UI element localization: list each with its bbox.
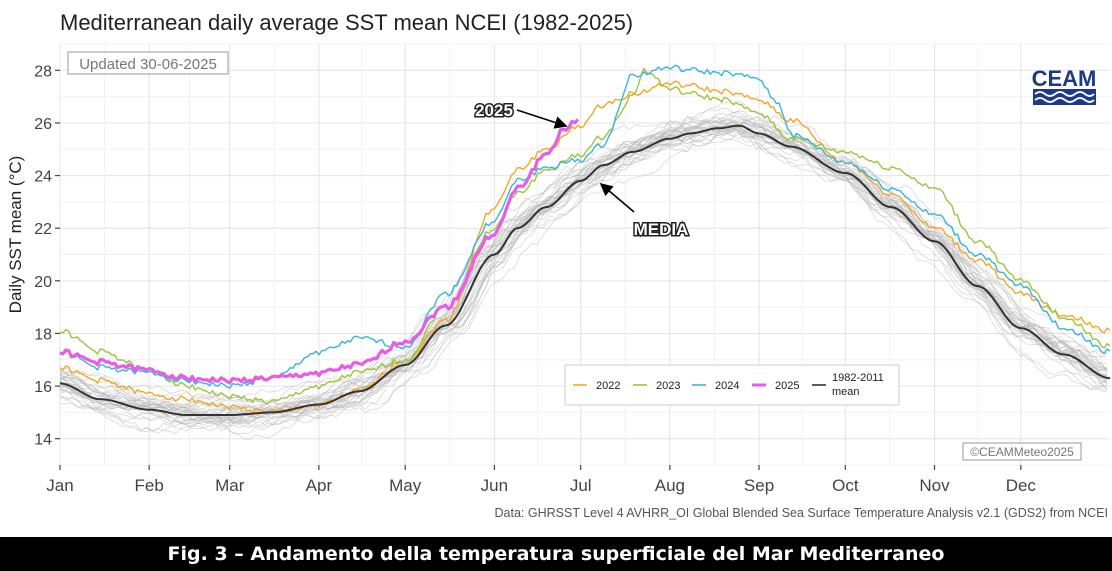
x-tick-label: Feb (135, 476, 164, 495)
logo-block (1033, 89, 1096, 105)
series-line-2025 (59, 118, 580, 385)
x-tick-label: Jul (570, 476, 592, 495)
legend: 2022 2023 2024 2025 1982-2011 mean (564, 364, 900, 406)
series-line-1982-2011-mean (59, 124, 1111, 416)
x-tick-label: Apr (306, 476, 333, 495)
ceam-logo: CEAM (1032, 66, 1097, 105)
label-2025: 2025 (475, 101, 513, 120)
background-year-line (59, 111, 1108, 412)
arrow-2025 (516, 109, 568, 129)
copyright-badge: ©CEAMMeteo2025 (962, 442, 1082, 461)
background-year-line (59, 117, 1108, 425)
legend-label: 1982-2011 (832, 372, 884, 384)
legend-label: 2025 (775, 380, 799, 392)
copyright-text: ©CEAMMeteo2025 (970, 445, 1074, 459)
x-tick-label: Jun (481, 476, 508, 495)
x-tick-label: May (389, 476, 422, 495)
x-tick-label: Mar (215, 476, 245, 495)
x-tick-label: Jan (46, 476, 73, 495)
y-tick-label: 22 (34, 221, 52, 238)
series-line-2024 (59, 64, 1111, 389)
background-year-line (59, 122, 1108, 440)
x-axis: Jan Feb Mar Apr May Jun Jul Aug Sep Oct Nov Dec (46, 465, 1036, 495)
x-tick-label: Aug (655, 476, 685, 495)
y-tick-label: 14 (34, 432, 52, 449)
x-tick-label: Sep (744, 476, 774, 495)
background-year-line (59, 126, 1108, 403)
x-tick-label: Nov (919, 476, 950, 495)
logo-text: CEAM (1032, 66, 1097, 91)
sst-chart: Mediterranean daily average SST mean NCE… (6, 10, 1111, 520)
legend-label: mean (832, 386, 860, 398)
series-line-2023 (59, 67, 1111, 404)
figure-caption: Fig. 3 – Andamento della temperatura sup… (0, 537, 1112, 571)
y-tick-label: 26 (34, 116, 52, 133)
y-tick-label: 18 (34, 326, 52, 343)
series-lines (59, 64, 1111, 416)
updated-badge: Updated 30-06-2025 (67, 51, 229, 75)
background-year-line (59, 120, 1108, 421)
chart-title: Mediterranean daily average SST mean NCE… (60, 10, 633, 35)
legend-label: 2024 (715, 380, 739, 392)
y-axis: 14 16 18 20 22 24 26 28 (34, 63, 60, 449)
label-media: MEDIA (634, 220, 689, 239)
updated-text: Updated 30-06-2025 (79, 56, 217, 73)
arrow-media (599, 182, 635, 213)
y-tick-label: 24 (34, 169, 52, 186)
legend-label: 2023 (656, 380, 680, 392)
y-tick-label: 16 (34, 379, 52, 396)
x-tick-label: Dec (1006, 476, 1037, 495)
source-note: Data: GHRSST Level 4 AVHRR_OI Global Ble… (495, 506, 1108, 520)
x-tick-label: Oct (832, 476, 859, 495)
y-tick-label: 28 (34, 63, 52, 80)
legend-label: 2022 (596, 380, 620, 392)
background-year-line (59, 125, 1108, 432)
y-tick-label: 20 (34, 274, 52, 291)
y-axis-label: Daily SST mean (°C) (6, 156, 25, 314)
annotations: 2025 MEDIA (474, 100, 690, 241)
series-line-2022 (59, 80, 1111, 415)
